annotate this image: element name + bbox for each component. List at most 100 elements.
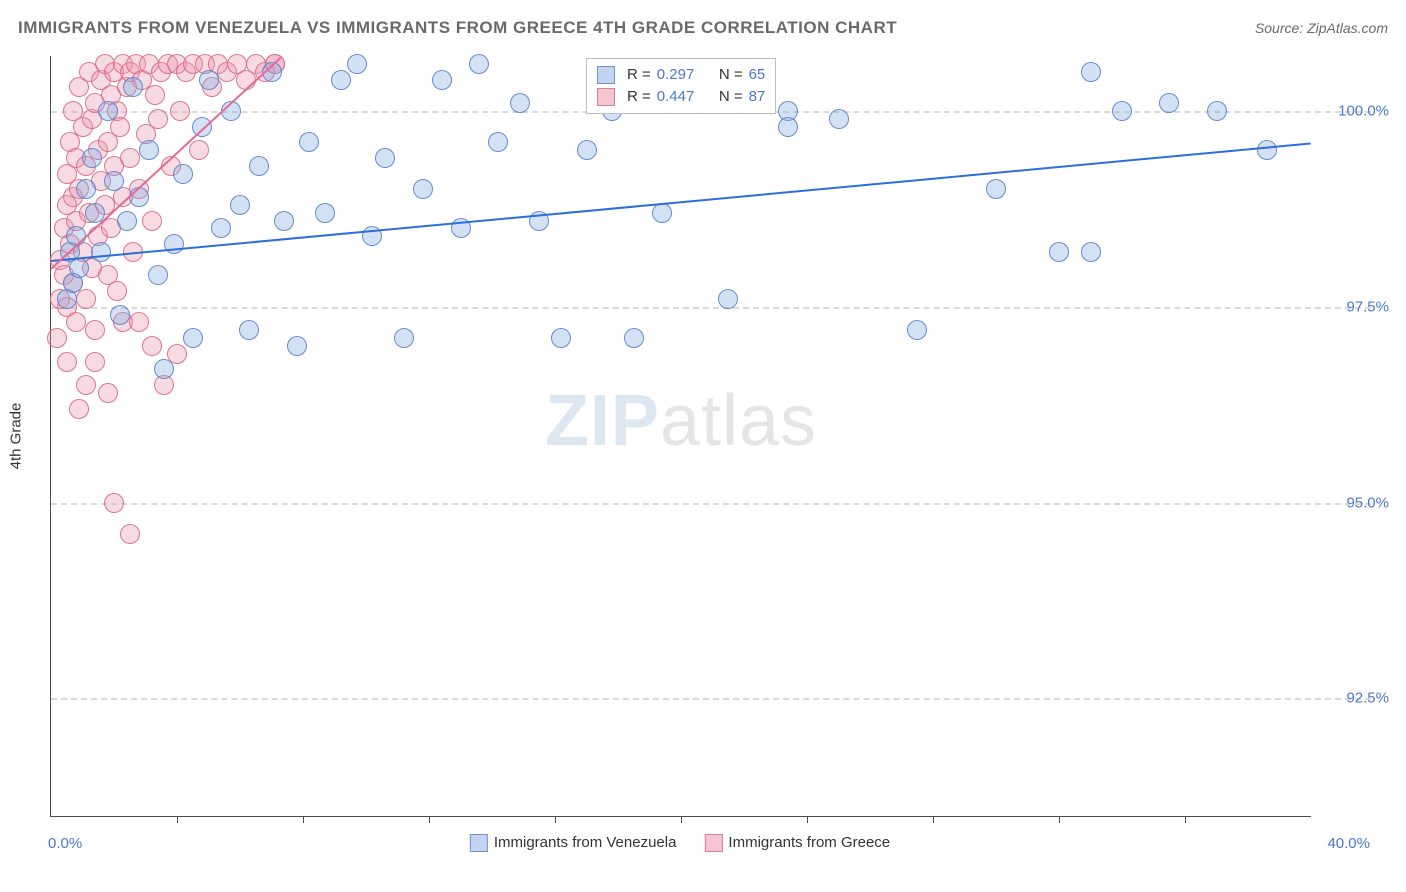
data-point bbox=[1049, 242, 1069, 262]
data-point bbox=[47, 328, 67, 348]
data-point bbox=[986, 179, 1006, 199]
data-point bbox=[413, 179, 433, 199]
x-tick bbox=[933, 816, 934, 823]
data-point bbox=[148, 109, 168, 129]
gridline bbox=[51, 698, 1371, 700]
data-point bbox=[82, 148, 102, 168]
data-point bbox=[1207, 101, 1227, 121]
watermark: ZIPatlas bbox=[545, 380, 817, 462]
gridline bbox=[51, 503, 1371, 505]
data-point bbox=[139, 140, 159, 160]
y-tick-label: 100.0% bbox=[1338, 102, 1389, 119]
watermark-bold: ZIP bbox=[545, 381, 660, 461]
x-max-label: 40.0% bbox=[1327, 835, 1370, 852]
data-point bbox=[829, 109, 849, 129]
chart-title: IMMIGRANTS FROM VENEZUELA VS IMMIGRANTS … bbox=[18, 18, 897, 38]
n-value: 87 bbox=[749, 86, 766, 108]
data-point bbox=[1081, 242, 1101, 262]
data-point bbox=[57, 352, 77, 372]
data-point bbox=[69, 258, 89, 278]
scatter-plot: ZIPatlas 92.5%95.0%97.5%100.0%R = 0.297 … bbox=[50, 56, 1311, 817]
data-point bbox=[85, 320, 105, 340]
r-label: R = bbox=[627, 86, 651, 108]
data-point bbox=[211, 218, 231, 238]
data-point bbox=[66, 312, 86, 332]
data-point bbox=[129, 187, 149, 207]
header: IMMIGRANTS FROM VENEZUELA VS IMMIGRANTS … bbox=[18, 18, 1388, 42]
data-point bbox=[98, 101, 118, 121]
data-point bbox=[1159, 93, 1179, 113]
y-tick-label: 97.5% bbox=[1346, 298, 1389, 315]
y-tick-label: 95.0% bbox=[1346, 494, 1389, 511]
data-point bbox=[145, 85, 165, 105]
r-value: 0.447 bbox=[657, 86, 695, 108]
data-point bbox=[76, 375, 96, 395]
r-label: R = bbox=[627, 64, 651, 86]
legend-label: Immigrants from Venezuela bbox=[494, 834, 677, 851]
data-point bbox=[110, 305, 130, 325]
x-tick bbox=[681, 816, 682, 823]
data-point bbox=[239, 320, 259, 340]
data-point bbox=[230, 195, 250, 215]
data-point bbox=[1081, 62, 1101, 82]
data-point bbox=[331, 70, 351, 90]
square-icon bbox=[597, 66, 615, 84]
plot-area: ZIPatlas 92.5%95.0%97.5%100.0%R = 0.297 … bbox=[50, 56, 1310, 816]
data-point bbox=[120, 524, 140, 544]
data-point bbox=[69, 399, 89, 419]
chart-source: Source: ZipAtlas.com bbox=[1255, 20, 1388, 36]
data-point bbox=[85, 352, 105, 372]
x-legend: Immigrants from Venezuela Immigrants fro… bbox=[470, 834, 890, 852]
n-label: N = bbox=[719, 86, 743, 108]
data-point bbox=[718, 289, 738, 309]
square-icon bbox=[704, 834, 722, 852]
data-point bbox=[91, 242, 111, 262]
data-point bbox=[249, 156, 269, 176]
data-point bbox=[110, 117, 130, 137]
x-tick bbox=[807, 816, 808, 823]
data-point bbox=[189, 140, 209, 160]
data-point bbox=[129, 312, 149, 332]
data-point bbox=[274, 211, 294, 231]
data-point bbox=[624, 328, 644, 348]
x-tick bbox=[177, 816, 178, 823]
data-point bbox=[123, 77, 143, 97]
data-point bbox=[1112, 101, 1132, 121]
data-point bbox=[104, 493, 124, 513]
data-point bbox=[76, 179, 96, 199]
data-point bbox=[98, 383, 118, 403]
data-point bbox=[510, 93, 530, 113]
data-point bbox=[778, 117, 798, 137]
y-tick-label: 92.5% bbox=[1346, 690, 1389, 707]
square-icon bbox=[597, 88, 615, 106]
x-tick bbox=[1185, 816, 1186, 823]
data-point bbox=[1257, 140, 1277, 160]
data-point bbox=[551, 328, 571, 348]
data-point bbox=[117, 211, 137, 231]
data-point bbox=[907, 320, 927, 340]
x-tick bbox=[555, 816, 556, 823]
data-point bbox=[154, 359, 174, 379]
data-point bbox=[577, 140, 597, 160]
data-point bbox=[199, 70, 219, 90]
data-point bbox=[347, 54, 367, 74]
data-point bbox=[287, 336, 307, 356]
stats-legend: R = 0.297 N = 65R = 0.447 N = 87 bbox=[586, 58, 776, 114]
data-point bbox=[142, 211, 162, 231]
data-point bbox=[375, 148, 395, 168]
data-point bbox=[432, 70, 452, 90]
legend-label: Immigrants from Greece bbox=[728, 834, 890, 851]
r-value: 0.297 bbox=[657, 64, 695, 86]
legend-item-venezuela: Immigrants from Venezuela bbox=[470, 834, 677, 852]
x-tick bbox=[429, 816, 430, 823]
x-tick bbox=[1059, 816, 1060, 823]
x-min-label: 0.0% bbox=[48, 835, 82, 852]
stats-row: R = 0.297 N = 65 bbox=[597, 64, 765, 86]
data-point bbox=[107, 281, 127, 301]
y-axis-label: 4th Grade bbox=[8, 403, 25, 470]
gridline bbox=[51, 307, 1371, 309]
data-point bbox=[394, 328, 414, 348]
legend-item-greece: Immigrants from Greece bbox=[704, 834, 890, 852]
data-point bbox=[469, 54, 489, 74]
data-point bbox=[120, 148, 140, 168]
